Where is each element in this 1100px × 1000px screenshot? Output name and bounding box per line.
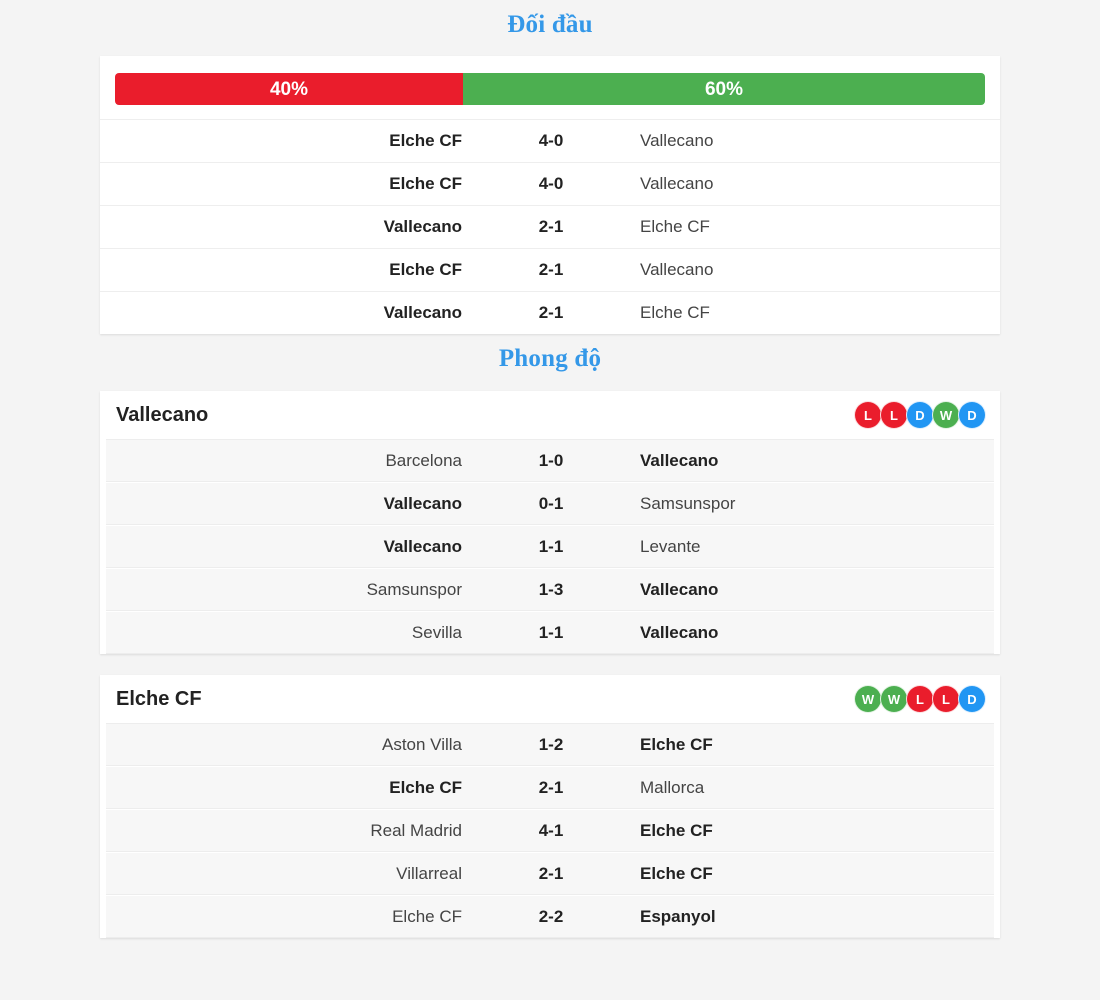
match-score: 1-2 [538, 734, 564, 754]
match-score: 0-1 [538, 493, 564, 513]
match-score: 4-1 [538, 820, 564, 840]
match-score: 1-1 [538, 622, 564, 642]
match-row[interactable]: Elche CF 4-0 Vallecano [100, 119, 1000, 162]
match-home-team: Vallecano [383, 303, 462, 322]
match-row[interactable]: Samsunspor 1-3 Vallecano [106, 568, 994, 611]
match-row[interactable]: Sevilla 1-1 Vallecano [106, 611, 994, 654]
match-row[interactable]: Vallecano 0-1 Samsunspor [106, 482, 994, 525]
match-home-team: Elche CF [389, 131, 462, 150]
match-score: 4-0 [538, 174, 564, 193]
match-home-team: Samsunspor [366, 579, 462, 599]
match-row[interactable]: Villarreal 2-1 Elche CF [106, 852, 994, 895]
match-away-team: Vallecano [640, 174, 714, 193]
match-score: 1-3 [538, 579, 564, 599]
match-row[interactable]: Elche CF 2-1 Vallecano [100, 248, 1000, 291]
match-away-team: Vallecano [640, 622, 719, 642]
form-team-name-vallecano: Vallecano [116, 403, 209, 426]
match-score: 1-1 [538, 536, 564, 556]
match-home-team: Barcelona [385, 450, 462, 470]
match-home-team: Elche CF [389, 174, 462, 193]
match-away-team: Vallecano [640, 450, 719, 470]
match-home-team: Elche CF [389, 260, 462, 279]
match-home-team: Vallecano [383, 493, 462, 513]
match-away-team: Mallorca [640, 777, 705, 797]
match-home-team: Elche CF [389, 777, 462, 797]
match-row[interactable]: Vallecano 2-1 Elche CF [100, 205, 1000, 248]
match-row[interactable]: Real Madrid 4-1 Elche CF [106, 809, 994, 852]
match-away-team: Elche CF [640, 217, 710, 236]
form-badge-d: D [958, 401, 986, 429]
match-home-team: Vallecano [383, 217, 462, 236]
match-home-team: Elche CF [392, 906, 462, 926]
match-home-team: Vallecano [383, 536, 462, 556]
match-score: 2-1 [538, 863, 564, 883]
match-row[interactable]: Elche CF 2-1 Mallorca [106, 766, 994, 809]
match-home-team: Real Madrid [370, 820, 462, 840]
form-badge-l: L [880, 401, 908, 429]
match-away-team: Elche CF [640, 863, 713, 883]
head-to-head-percent-bar: 40% 60% [115, 73, 985, 105]
percent-bar-left-segment: 40% [115, 73, 463, 105]
match-home-team: Aston Villa [381, 734, 462, 754]
match-home-team: Sevilla [411, 622, 462, 642]
match-score: 2-1 [538, 777, 564, 797]
percent-bar-right-segment: 60% [463, 73, 985, 105]
match-away-team: Levante [640, 536, 701, 556]
match-away-team: Vallecano [640, 131, 714, 150]
match-away-team: Espanyol [640, 906, 716, 926]
form-title: Phong độ [498, 345, 602, 372]
match-score: 1-0 [538, 450, 564, 470]
match-score: 4-0 [538, 131, 564, 150]
match-away-team: Elche CF [640, 820, 713, 840]
head-to-head-match-list: Elche CF 4-0 Vallecano Elche CF 4-0 Vallecano… [100, 119, 1000, 334]
form-match-list-elche: Aston Villa 1-2 Elche CF Elche CF 2-1 Mallorc… [100, 723, 1000, 938]
head-to-head-title: Đối đầu [507, 11, 593, 38]
form-badge-l: L [932, 685, 960, 713]
match-score: 2-1 [538, 217, 564, 236]
form-match-list-vallecano: Barcelona 1-0 Vallecano Vallecano 0-1 Samsuns… [100, 439, 1000, 654]
match-score: 2-1 [538, 260, 564, 279]
form-badge-d: D [906, 401, 934, 429]
match-away-team: Vallecano [640, 260, 714, 279]
form-badge-w: W [932, 401, 960, 429]
match-away-team: Elche CF [640, 734, 713, 754]
match-row[interactable]: Vallecano 2-1 Elche CF [100, 291, 1000, 334]
head-to-head-card: 40% 60% Elche CF 4-0 Vallecano Elche CF 4-0 V… [100, 56, 1000, 334]
form-team-name-elche: Elche CF [116, 687, 202, 710]
form-badge-w: W [880, 685, 908, 713]
form-badge-d: D [958, 685, 986, 713]
head-to-head-section: Đối đầu 40% 60% Elche CF 4-0 Vallecano Elch… [0, 0, 1100, 334]
match-away-team: Elche CF [640, 303, 710, 322]
match-away-team: Vallecano [640, 579, 719, 599]
match-row[interactable]: Elche CF 2-2 Espanyol [106, 895, 994, 938]
match-row[interactable]: Barcelona 1-0 Vallecano [106, 439, 994, 482]
form-badge-l: L [906, 685, 934, 713]
form-badge-w: W [854, 685, 882, 713]
match-row[interactable]: Vallecano 1-1 Levante [106, 525, 994, 568]
match-row[interactable]: Elche CF 4-0 Vallecano [100, 162, 1000, 205]
match-score: 2-1 [538, 303, 564, 322]
match-row[interactable]: Aston Villa 1-2 Elche CF [106, 723, 994, 766]
match-away-team: Samsunspor [640, 493, 736, 513]
match-score: 2-2 [538, 906, 564, 926]
match-home-team: Villarreal [396, 863, 462, 883]
form-badge-l: L [854, 401, 882, 429]
